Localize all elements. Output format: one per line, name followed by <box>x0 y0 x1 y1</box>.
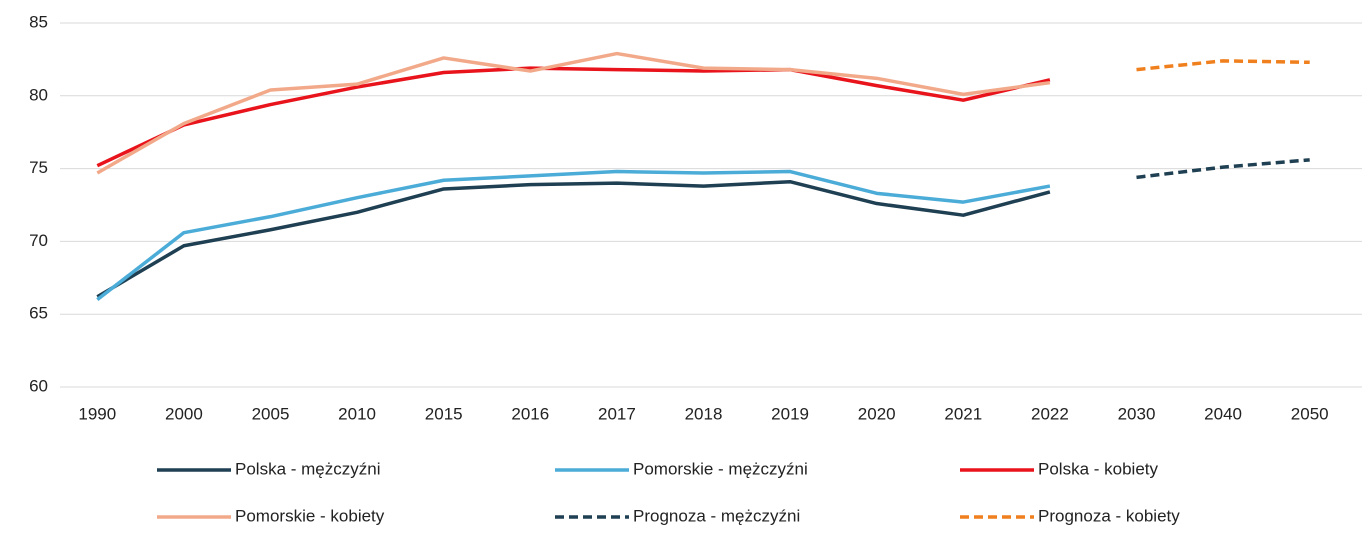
series-line <box>96 169 1051 302</box>
x-tick-label: 2022 <box>1031 404 1069 423</box>
x-tick-label: 2021 <box>944 404 982 423</box>
x-tick-label: 2040 <box>1204 404 1242 423</box>
x-tick-label: 2018 <box>685 404 723 423</box>
x-tick-label: 2005 <box>252 404 290 423</box>
x-tick-label: 2050 <box>1291 404 1329 423</box>
legend-label: Polska - kobiety <box>1038 459 1158 478</box>
series-line <box>1136 59 1310 72</box>
x-tick-label: 2015 <box>425 404 463 423</box>
y-tick-label: 75 <box>29 158 48 177</box>
y-tick-label: 85 <box>29 12 48 31</box>
x-tick-label: 1990 <box>78 404 116 423</box>
y-tick-label: 70 <box>29 231 48 250</box>
x-tick-label: 2016 <box>511 404 549 423</box>
y-tick-label: 80 <box>29 85 48 104</box>
series-line <box>96 179 1051 299</box>
legend-label: Pomorskie - mężczyźni <box>633 459 808 478</box>
x-tick-label: 2017 <box>598 404 636 423</box>
x-tick-label: 2030 <box>1118 404 1156 423</box>
x-tick-label: 2020 <box>858 404 896 423</box>
legend-label: Prognoza - kobiety <box>1038 506 1180 525</box>
series-line <box>96 66 1051 168</box>
x-tick-label: 2000 <box>165 404 203 423</box>
x-tick-label: 2010 <box>338 404 376 423</box>
y-tick-label: 60 <box>29 376 48 395</box>
series-line <box>1136 158 1310 180</box>
legend-label: Polska - mężczyźni <box>235 459 380 478</box>
legend-label: Prognoza - mężczyźni <box>633 506 800 525</box>
y-tick-label: 65 <box>29 304 48 323</box>
x-tick-label: 2019 <box>771 404 809 423</box>
legend-label: Pomorskie - kobiety <box>235 506 385 525</box>
series-line <box>96 51 1051 175</box>
